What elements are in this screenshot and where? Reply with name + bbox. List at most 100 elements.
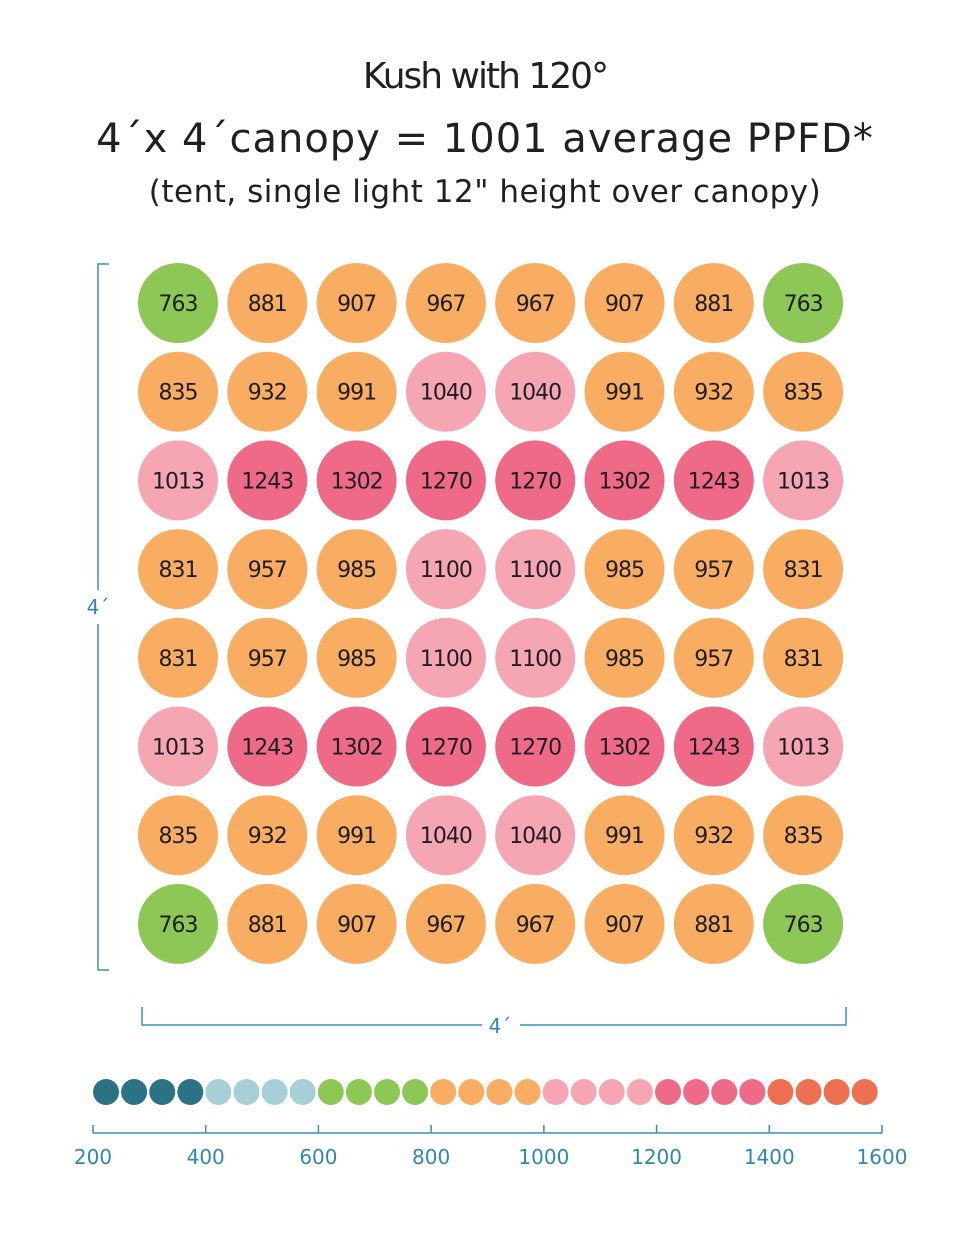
ppfd-cell: [316, 263, 397, 343]
ppfd-value: 957: [248, 558, 287, 583]
ppfd-value: 1270: [509, 469, 561, 494]
ppfd-value: 1270: [509, 736, 561, 761]
ppfd-cell: [316, 529, 397, 610]
scale-dot: [177, 1079, 204, 1105]
scale-dot: [121, 1079, 148, 1105]
ppfd-value: 1302: [599, 736, 651, 761]
ppfd-value: 1270: [420, 469, 472, 494]
ppfd-cell: [584, 617, 665, 698]
ppfd-value: 881: [248, 913, 287, 938]
ppfd-value: 907: [605, 292, 644, 317]
ppfd-cell: [673, 706, 754, 787]
ppfd-value: 1302: [331, 736, 383, 761]
ppfd-value: 881: [694, 292, 733, 317]
ppfd-value: 1040: [420, 381, 472, 406]
ppfd-value: 1302: [331, 469, 383, 494]
ppfd-cell: [495, 440, 576, 521]
ppfd-cell: [138, 263, 218, 343]
chart-subtitle: 4´x 4´canopy = 1001 average PPFD*: [96, 116, 874, 162]
scale-dot: [289, 1079, 316, 1105]
ppfd-value: 957: [694, 647, 733, 672]
ppfd-value: 763: [159, 292, 198, 317]
ppfd-cell: [316, 351, 397, 432]
ppfd-cell: [316, 883, 397, 964]
ppfd-value: 1243: [688, 736, 740, 761]
ppfd-cell: [227, 883, 308, 964]
scale-dot: [149, 1079, 176, 1105]
ppfd-cell: [763, 351, 844, 432]
ppfd-cell: [584, 529, 665, 610]
scale-dot: [205, 1079, 232, 1105]
ppfd-cell: [495, 263, 576, 343]
ppfd-cell: [673, 529, 754, 610]
ppfd-value: 831: [159, 558, 198, 583]
chart-title: Kush with 120°: [362, 56, 609, 97]
ppfd-cell: [138, 529, 218, 610]
ppfd-value: 835: [784, 824, 823, 849]
ppfd-value: 932: [248, 381, 287, 406]
horizontal-label-gap: [482, 1012, 520, 1038]
ppfd-cell: [227, 351, 308, 432]
scale-dot: [767, 1079, 794, 1105]
scale-dot: [317, 1079, 344, 1105]
ppfd-cell: [405, 351, 486, 432]
ppfd-value: 985: [605, 558, 644, 583]
ppfd-value: 932: [694, 824, 733, 849]
scale-dot: [823, 1079, 850, 1105]
ppfd-cell: [673, 795, 754, 876]
ppfd-value: 1040: [509, 824, 561, 849]
ppfd-cell: [405, 263, 486, 343]
scale-dot: [374, 1079, 400, 1105]
ppfd-cell: [763, 263, 844, 343]
ppfd-cell: [584, 883, 665, 964]
ppfd-cell: [316, 706, 397, 787]
ppfd-cell: [405, 883, 486, 964]
ppfd-cell: [673, 617, 754, 698]
ppfd-cell: [316, 440, 397, 521]
scale-tick-label: 200: [74, 1145, 112, 1169]
ppfd-cell: [405, 529, 486, 610]
ppfd-value: 991: [337, 381, 376, 406]
ppfd-cell: [584, 440, 665, 521]
ppfd-value: 1100: [509, 647, 561, 672]
ppfd-cell: [673, 883, 754, 964]
ppfd-value: 967: [516, 292, 555, 317]
vertical-label-gap: [86, 590, 110, 624]
ppfd-value: 1100: [420, 558, 472, 583]
scale-tick-label: 1000: [518, 1145, 569, 1169]
ppfd-value: 907: [337, 292, 376, 317]
ppfd-value: 831: [784, 647, 823, 672]
ppfd-value: 831: [159, 647, 198, 672]
scale-dot: [598, 1079, 625, 1105]
ppfd-value: 1013: [777, 469, 829, 494]
ppfd-cell: [673, 440, 754, 521]
ppfd-cell: [138, 351, 218, 432]
color-scale-legend: 200 400 600 800 1000 1200 1400 1600: [74, 1079, 907, 1169]
ppfd-value: 763: [784, 292, 823, 317]
ppfd-cell: [405, 617, 486, 698]
ppfd-value: 985: [337, 647, 376, 672]
ppfd-cell: [138, 883, 218, 964]
ppfd-cell: [763, 617, 844, 698]
ppfd-value: 835: [784, 381, 823, 406]
scale-dot: [261, 1079, 288, 1105]
ppfd-value: 1013: [777, 736, 829, 761]
ppfd-value: 1040: [509, 381, 561, 406]
ppfd-cell: [227, 529, 308, 610]
ppfd-cell: [316, 617, 397, 698]
ppfd-value: 835: [159, 381, 198, 406]
scale-dot: [402, 1079, 429, 1105]
ppfd-value: 835: [159, 824, 198, 849]
ppfd-value: 1243: [241, 469, 293, 494]
ppfd-value: 967: [516, 913, 555, 938]
ppfd-value: 991: [605, 381, 644, 406]
ppfd-value: 907: [605, 913, 644, 938]
ppfd-value: 985: [337, 558, 376, 583]
scale-dot: [739, 1079, 766, 1105]
ppfd-cell: [316, 795, 397, 876]
ppfd-value: 1302: [599, 469, 651, 494]
ppfd-value: 763: [784, 913, 823, 938]
scale-dot: [514, 1079, 541, 1105]
scale-dot: [655, 1079, 681, 1105]
ppfd-cell: [584, 706, 665, 787]
